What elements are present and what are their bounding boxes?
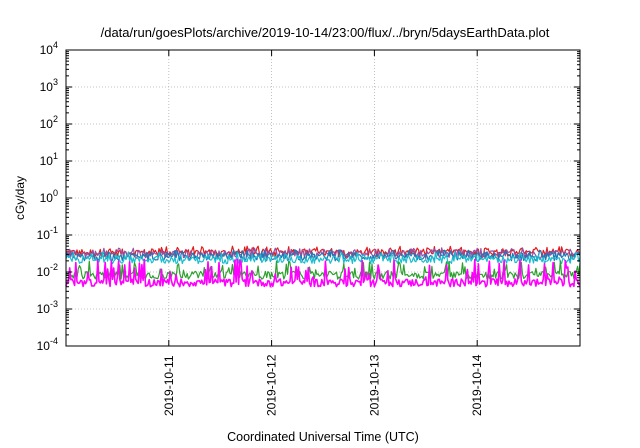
series-line — [65, 245, 581, 258]
y-axis-label: cGy/day — [13, 176, 27, 220]
grid — [66, 50, 580, 346]
plot-frame — [65, 49, 581, 347]
y-tick-label: 10-2 — [37, 262, 58, 279]
y-tick-label: 101 — [40, 151, 58, 168]
series-line — [65, 260, 581, 280]
series-line — [65, 249, 581, 262]
y-tick-label: 103 — [40, 77, 58, 94]
x-tick-label: 2019-10-11 — [162, 355, 176, 416]
y-tick-label: 10-3 — [37, 299, 58, 316]
x-axis-label: Coordinated Universal Time (UTC) — [227, 430, 419, 444]
y-tick-label: 10-1 — [37, 225, 58, 242]
series-line — [65, 258, 581, 288]
y-tick-label: 100 — [40, 188, 58, 205]
x-axis: 2019-10-11 2019-10-12 2019-10-13 2019-10-14 — [162, 50, 484, 416]
y-tick-label: 102 — [40, 114, 58, 131]
series-group — [65, 245, 581, 288]
y-tick-label: 104 — [40, 40, 58, 57]
x-tick-label: 2019-10-14 — [470, 354, 484, 416]
y-tick-label: 10-4 — [37, 336, 58, 353]
x-tick-label: 2019-10-13 — [367, 354, 381, 416]
chart-title: /data/run/goesPlots/archive/2019-10-14/2… — [101, 25, 550, 40]
x-tick-label: 2019-10-12 — [265, 354, 279, 416]
y-axis: 10-4 10-3 10-2 10-1 100 101 102 103 104 — [37, 40, 580, 353]
series-line — [66, 251, 581, 265]
